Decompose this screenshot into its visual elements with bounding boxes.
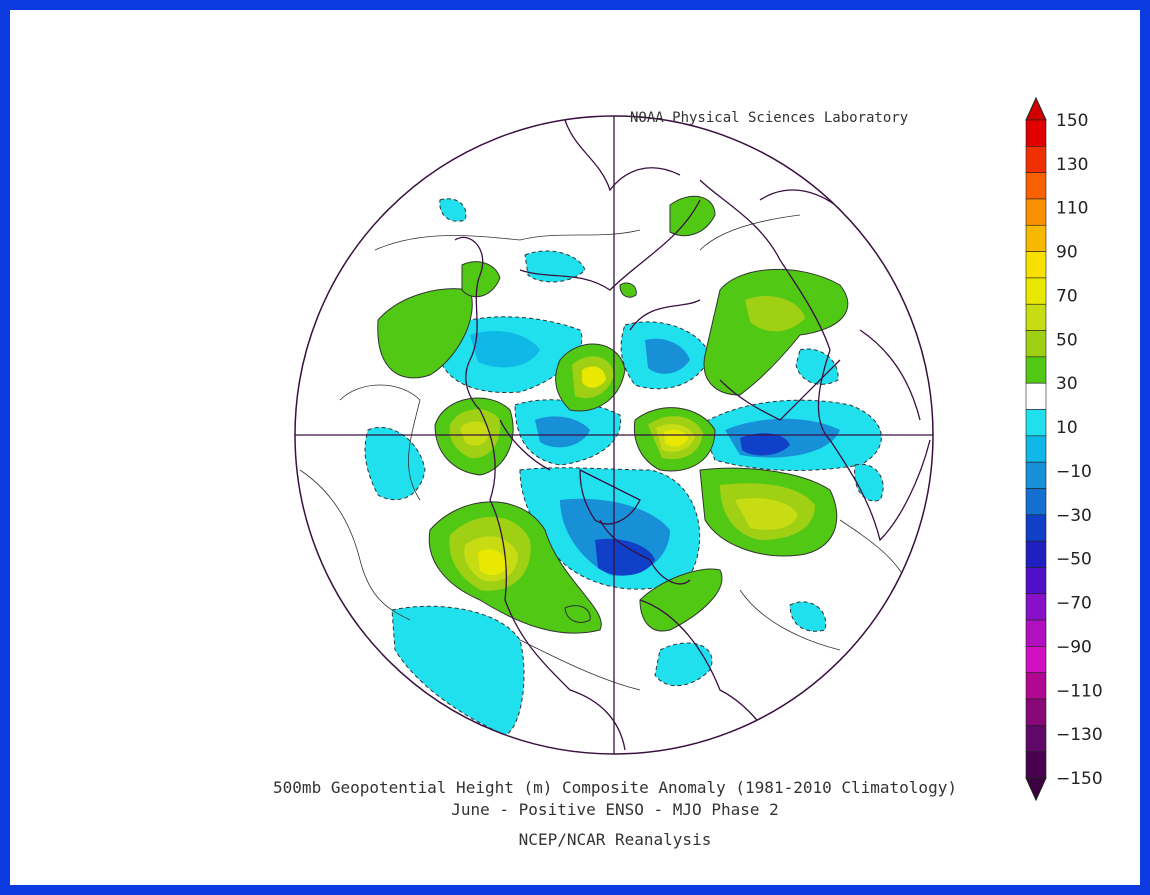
chukchi-positive [461, 261, 501, 298]
colorbar-tick-label: −70 [1056, 594, 1092, 614]
colorbar-segment [1025, 593, 1047, 621]
colorbar-segment [1025, 435, 1047, 463]
russia-core [745, 296, 805, 332]
hudson-bay-core [595, 538, 655, 576]
colorbar-tick-label: 70 [1056, 286, 1078, 306]
colorbar-segment [1025, 172, 1047, 200]
colorbar-segment [1025, 382, 1047, 410]
title-line-2: June - Positive ENSO - MJO Phase 2 [451, 800, 779, 819]
colorbar-tick-label: 130 [1056, 155, 1088, 175]
small-positive-1 [619, 282, 637, 298]
colorbar-segment [1025, 751, 1047, 779]
coastlines [454, 119, 931, 751]
colorbar-segment [1025, 224, 1047, 252]
africa-negative [789, 601, 827, 632]
colorbar-segment [1025, 330, 1047, 358]
colorbar-tick-label: −110 [1056, 681, 1103, 701]
aleutian-negative [439, 198, 467, 222]
small-positive-2 [564, 605, 591, 623]
barents-core [645, 338, 690, 374]
colorbar-tick-label: −130 [1056, 725, 1103, 745]
colorbar-segment [1025, 277, 1047, 305]
colorbar-segment [1025, 146, 1047, 173]
colorbar-segment [1025, 303, 1047, 331]
colorbar-segment [1025, 409, 1047, 437]
colorbar-bottom-arrow [1025, 777, 1047, 802]
colorbar-tick-label: 10 [1056, 418, 1078, 438]
credit-label: NOAA Physical Sciences Laboratory [630, 110, 909, 126]
atlantic-positive [639, 568, 723, 632]
colorbar-segment [1025, 119, 1047, 147]
colorbar-segment [1025, 251, 1047, 279]
europe-core [664, 429, 688, 447]
colorbar-segment [1025, 725, 1047, 752]
colorbar-tick-label: −50 [1056, 550, 1092, 570]
colorbar-segment [1025, 488, 1047, 516]
colorbar-tick-label: 110 [1056, 199, 1088, 219]
colorbar-tick-label: 50 [1056, 330, 1078, 350]
colorbar-segment [1025, 198, 1047, 226]
colorbar-segment [1025, 619, 1047, 647]
colorbar-segment [1025, 672, 1047, 700]
colorbar-segment [1025, 514, 1047, 542]
map-interior [295, 116, 933, 754]
atlantic-negative [654, 642, 713, 687]
east-asia-core [740, 433, 790, 456]
colorbar-tick-label: 150 [1056, 111, 1088, 131]
central-pacific-positive [377, 288, 473, 379]
asia-core [735, 498, 798, 530]
title-line-3: NCEP/NCAR Reanalysis [518, 830, 712, 849]
colorbar-tick-label: −30 [1056, 506, 1092, 526]
zero-contours [299, 214, 911, 691]
colorbar-segment [1025, 540, 1047, 568]
colorbar-segment [1025, 646, 1047, 674]
colorbar-segment [1025, 567, 1047, 595]
title-line-1: 500mb Geopotential Height (m) Composite … [273, 778, 957, 797]
colorbar-segment [1025, 356, 1047, 384]
siberia-core [470, 330, 540, 368]
scandinavia-positive [669, 195, 716, 237]
russia-positive [703, 269, 849, 396]
colorbar-tick-label: −90 [1056, 637, 1092, 657]
positive-anomalies [377, 195, 849, 634]
colorbar-tick-label: −150 [1056, 769, 1103, 789]
colorbar-tick-label: 90 [1056, 243, 1078, 263]
pacific-negative [391, 605, 525, 736]
negative-anomalies [364, 198, 884, 736]
colorbar-segment [1025, 698, 1047, 726]
colorbar-tick-label: 30 [1056, 374, 1078, 394]
colorbar-segment [1025, 461, 1047, 489]
greenland-core [582, 366, 606, 388]
colorbar-top-arrow [1025, 96, 1047, 121]
alaska-core [460, 421, 490, 446]
colorbar-tick-label: −10 [1056, 462, 1092, 482]
pole-core [535, 416, 590, 448]
north-pacific-core [478, 549, 508, 576]
map-boundary [294, 115, 934, 755]
